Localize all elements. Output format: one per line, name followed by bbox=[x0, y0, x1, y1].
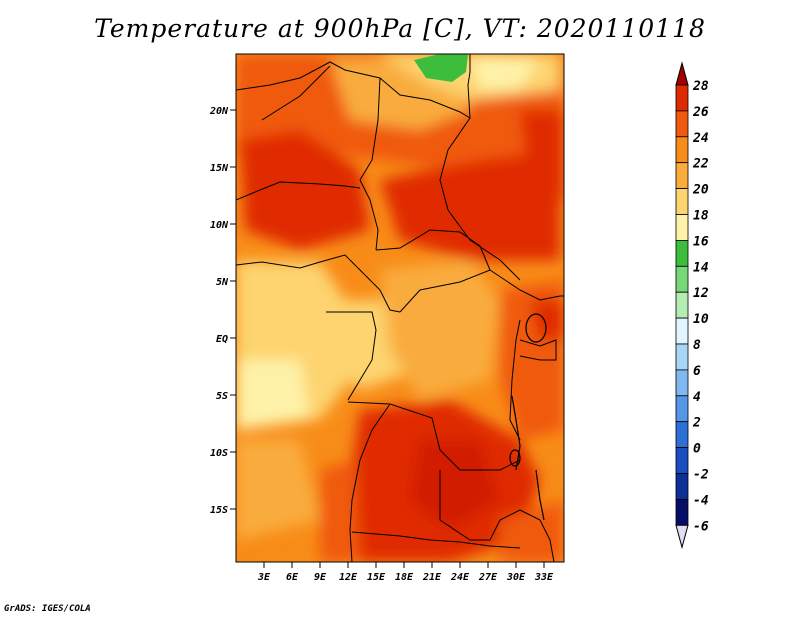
lon-label: 33E bbox=[534, 572, 554, 583]
lon-axis: 3E 6E 9E 12E 15E 18E 21E 24E 27E 30E 33E bbox=[257, 562, 554, 583]
map-frame bbox=[235, 53, 565, 563]
temperature-field bbox=[236, 54, 564, 562]
lon-label: 3E bbox=[257, 572, 271, 583]
colorbar-box bbox=[675, 265, 689, 293]
lat-label: 20N bbox=[209, 106, 229, 117]
colorbar-label: 26 bbox=[692, 105, 709, 120]
colorbar-box bbox=[675, 473, 689, 500]
colorbar-label: 12 bbox=[693, 286, 709, 301]
colorbar-box bbox=[675, 291, 689, 319]
country-borders bbox=[236, 54, 564, 562]
lat-label: 5S bbox=[216, 391, 228, 402]
lat-label: 10N bbox=[210, 220, 229, 231]
lon-label: 24E bbox=[450, 572, 470, 583]
colorbar-box bbox=[675, 317, 689, 345]
lon-label: 21E bbox=[422, 572, 442, 583]
colorbar-label: 0 bbox=[693, 442, 701, 457]
colorbar-box bbox=[675, 239, 689, 267]
lat-label: 15N bbox=[210, 163, 229, 174]
colorbar-box bbox=[675, 369, 689, 397]
colorbar-box bbox=[675, 162, 689, 189]
colorbar-box bbox=[675, 110, 689, 138]
colorbar-box bbox=[675, 498, 689, 526]
colorbar-box bbox=[675, 188, 689, 215]
lat-label: 10S bbox=[210, 448, 228, 459]
lat-label: 15S bbox=[210, 505, 228, 516]
lon-label: 9E bbox=[314, 572, 327, 583]
chart-title: Temperature at 900hPa [C], VT: 202011011… bbox=[94, 14, 706, 43]
colorbar-box bbox=[675, 421, 689, 449]
colorbar-box bbox=[675, 447, 689, 474]
colorbar-label: 14 bbox=[693, 260, 709, 275]
colorbar-label: 4 bbox=[693, 390, 701, 405]
colorbar-label: 24 bbox=[692, 131, 709, 146]
colorbar-label: 8 bbox=[693, 338, 701, 353]
lat-label: EQ bbox=[216, 334, 228, 345]
colorbar-label: 28 bbox=[692, 79, 709, 94]
colorbar-label: 6 bbox=[693, 364, 701, 379]
colorbar-cap-bottom bbox=[675, 524, 689, 550]
colorbar-label: 22 bbox=[692, 157, 709, 172]
colorbar-box bbox=[675, 214, 689, 241]
colorbar-label: -2 bbox=[693, 468, 709, 483]
colorbar-cap-top bbox=[675, 61, 689, 86]
lon-label: 18E bbox=[395, 572, 414, 583]
colorbar-box bbox=[675, 343, 689, 371]
colorbar-label: 10 bbox=[693, 312, 709, 327]
colorbar-label: 16 bbox=[693, 234, 709, 249]
lon-label: 15E bbox=[367, 572, 386, 583]
lat-axis: 20N 15N 10N 5N EQ 5S 10S 15S bbox=[209, 106, 236, 516]
colorbar-label: 2 bbox=[692, 416, 701, 431]
lon-label: 12E bbox=[339, 572, 358, 583]
lon-label: 6E bbox=[286, 572, 299, 583]
colorbar-label: 18 bbox=[693, 209, 709, 224]
lakes bbox=[509, 313, 547, 521]
lon-label: 27E bbox=[478, 572, 498, 583]
colorbar-box bbox=[675, 395, 689, 423]
lon-label: 30E bbox=[506, 572, 526, 583]
colorbar-label: 20 bbox=[692, 183, 709, 198]
colorbar-box bbox=[675, 136, 689, 164]
credit-text: GrADS: IGES/COLA bbox=[4, 604, 91, 614]
colorbar-label: -4 bbox=[693, 493, 709, 508]
colorbar-label: -6 bbox=[693, 519, 709, 534]
cool-patch bbox=[414, 54, 468, 82]
lat-label: 5N bbox=[216, 277, 229, 288]
colorbar-box bbox=[675, 84, 689, 112]
